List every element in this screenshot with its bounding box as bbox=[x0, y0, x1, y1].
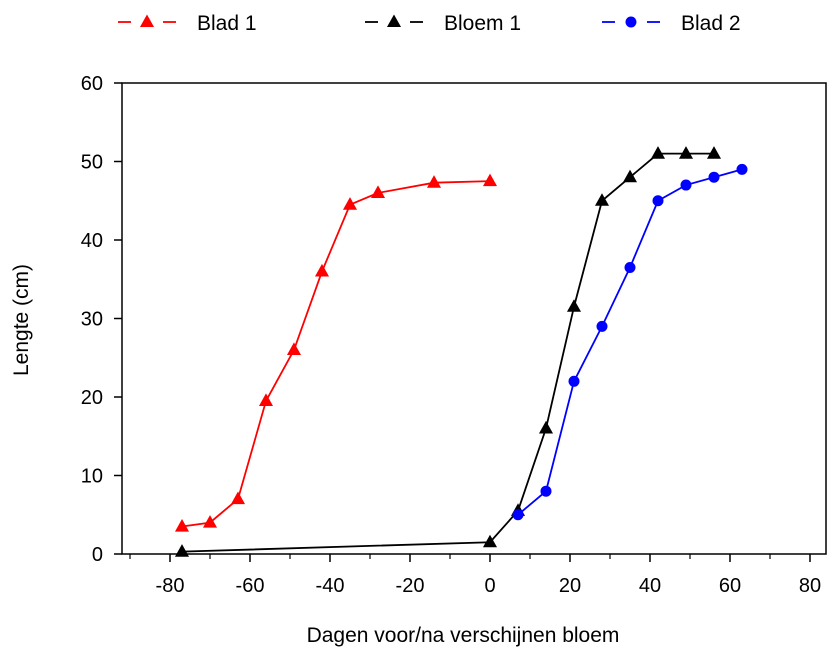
data-point bbox=[678, 146, 694, 159]
data-point bbox=[202, 515, 218, 528]
data-point bbox=[370, 185, 386, 198]
data-point bbox=[680, 179, 692, 191]
data-point bbox=[314, 263, 330, 277]
legend-marker bbox=[625, 16, 637, 28]
y-tick-label: 60 bbox=[81, 73, 103, 95]
x-tick-label: 20 bbox=[559, 575, 581, 597]
y-axis: 0 10 20 30 40 50 60 bbox=[81, 73, 122, 566]
x-axis-title: Dagen voor/na verschijnen bloem bbox=[307, 624, 620, 647]
series-line bbox=[181, 180, 491, 528]
series-3 bbox=[512, 163, 748, 521]
data-point bbox=[594, 193, 610, 206]
x-tick-label: 40 bbox=[639, 575, 661, 597]
series-line bbox=[181, 152, 714, 553]
y-tick-label: 0 bbox=[92, 544, 103, 566]
series-1 bbox=[174, 173, 498, 532]
data-point bbox=[736, 163, 748, 175]
data-point bbox=[566, 299, 582, 312]
x-tick-label: -20 bbox=[396, 575, 425, 597]
y-axis-title: Lengte (cm) bbox=[10, 264, 33, 376]
legend-label: Blad 2 bbox=[681, 12, 741, 35]
data-point bbox=[568, 375, 580, 387]
x-tick-label: -60 bbox=[236, 575, 265, 597]
data-point bbox=[538, 420, 554, 434]
series-line bbox=[517, 168, 743, 516]
y-tick-label: 20 bbox=[81, 387, 103, 409]
legend-item: Blad 1 bbox=[118, 12, 257, 35]
y-tick-label: 40 bbox=[81, 230, 103, 252]
data-point bbox=[650, 146, 666, 159]
x-tick-label: 60 bbox=[719, 575, 741, 597]
data-point bbox=[624, 261, 636, 273]
legend-label: Bloem 1 bbox=[444, 12, 521, 35]
data-point bbox=[230, 491, 246, 505]
data-point bbox=[342, 197, 358, 210]
legend-item: Bloem 1 bbox=[365, 12, 521, 35]
data-point bbox=[706, 146, 722, 159]
legend-marker bbox=[139, 14, 155, 28]
series-2 bbox=[174, 146, 722, 557]
legend-label: Blad 1 bbox=[197, 12, 257, 35]
data-point bbox=[512, 509, 524, 521]
x-tick-label: -40 bbox=[316, 575, 345, 597]
y-tick-label: 50 bbox=[81, 152, 103, 174]
data-point bbox=[652, 195, 664, 207]
x-axis: -80 -60 -40 -20 0 20 40 60 80 bbox=[129, 554, 821, 597]
legend: Blad 1 Bloem 1 Blad 2 bbox=[118, 12, 741, 35]
data-point bbox=[708, 171, 720, 183]
data-point bbox=[596, 320, 608, 332]
x-tick-label: 0 bbox=[484, 575, 495, 597]
data-point bbox=[482, 534, 498, 548]
legend-marker bbox=[386, 14, 402, 28]
data-point bbox=[540, 485, 552, 497]
data-point bbox=[482, 173, 498, 187]
x-tick-label: -80 bbox=[156, 575, 185, 597]
x-tick-label: 80 bbox=[799, 575, 821, 597]
data-point bbox=[174, 544, 190, 557]
data-point bbox=[622, 169, 638, 183]
legend-item: Blad 2 bbox=[602, 12, 741, 35]
y-tick-label: 30 bbox=[81, 309, 103, 331]
data-point bbox=[426, 175, 442, 188]
y-tick-label: 10 bbox=[81, 466, 103, 488]
plot-area bbox=[121, 82, 827, 555]
plot-frame bbox=[121, 82, 827, 555]
series-layer bbox=[174, 146, 748, 557]
data-point bbox=[174, 519, 190, 532]
data-point bbox=[286, 342, 302, 355]
data-point bbox=[258, 393, 274, 406]
